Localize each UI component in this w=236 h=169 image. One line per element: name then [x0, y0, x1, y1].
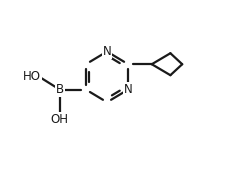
Text: N: N: [103, 45, 111, 58]
Text: N: N: [124, 83, 133, 96]
Text: B: B: [56, 83, 64, 96]
Text: HO: HO: [23, 70, 41, 83]
Text: OH: OH: [51, 113, 69, 126]
